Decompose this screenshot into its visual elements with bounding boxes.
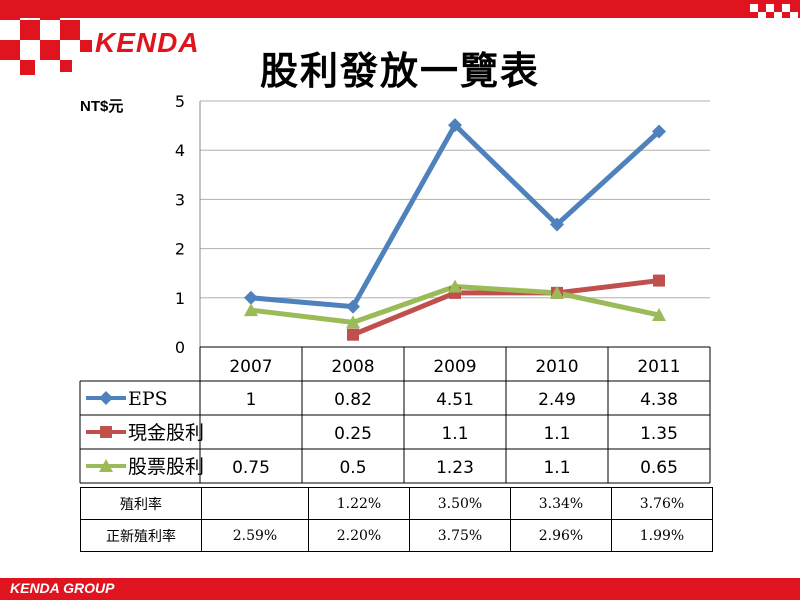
series-line [352, 278, 660, 338]
top-right-pattern [740, 0, 800, 22]
data-point [244, 290, 258, 305]
data-point [347, 328, 359, 341]
legend-marker [100, 426, 112, 438]
legend-label: 股票股利 [128, 456, 204, 478]
y-tick-label: 5 [175, 92, 185, 111]
data-point [652, 308, 666, 322]
category-label: 2010 [535, 357, 578, 377]
category-label: 2007 [229, 357, 272, 377]
yield-table: 殖利率 1.22% 3.50% 3.34% 3.76% 正新殖利率 2.59% … [80, 487, 713, 552]
yield-cell: 1.22% [308, 487, 410, 520]
table-value: 1.23 [436, 458, 474, 478]
category-label: 2008 [331, 357, 374, 377]
page-title: 股利發放一覽表 [259, 48, 540, 93]
y-tick-label: 4 [175, 141, 185, 160]
yield-cell: 3.34% [510, 487, 612, 520]
table-value: 4.38 [640, 390, 678, 410]
legend-label: EPS [128, 388, 168, 410]
y-tick-label: 0 [175, 338, 185, 357]
table-value: 1 [246, 390, 257, 410]
data-point [550, 285, 564, 299]
table-value: 0.5 [339, 458, 366, 478]
row-label-kenda-yield: 正新殖利率 [80, 519, 202, 552]
table-value: 0.65 [640, 458, 678, 478]
data-point [653, 274, 665, 287]
series-lines [250, 122, 661, 338]
table-value: 1.1 [543, 424, 570, 444]
data-point [448, 279, 462, 293]
kenda-logo: KENDA [95, 27, 200, 58]
y-tick-labels: 0 1 2 3 4 5 [175, 92, 185, 357]
y-tick-label: 3 [175, 190, 185, 209]
table-value: 1.1 [543, 458, 570, 478]
table-value: 1.35 [640, 424, 678, 444]
top-red-bar [0, 0, 800, 18]
series-markers [244, 118, 666, 341]
data-point [550, 217, 564, 232]
yield-cell: 2.20% [308, 519, 410, 552]
y-tick-label: 2 [175, 240, 185, 259]
table-value: 0.75 [232, 458, 270, 478]
table-row: 正新殖利率 2.59% 2.20% 3.75% 2.96% 1.99% [80, 519, 713, 552]
data-table-values: 1 0.82 4.51 2.49 4.38 0.25 1.1 1.1 1.35 0.75 0.5 1.… [232, 390, 678, 478]
data-point [346, 299, 360, 314]
checker-pattern [0, 0, 95, 75]
data-point [652, 124, 666, 139]
legend-label: 現金股利 [128, 422, 204, 444]
table-value: 2.49 [538, 390, 576, 410]
yield-cell: 3.75% [409, 519, 511, 552]
data-point [244, 303, 258, 317]
data-point [346, 315, 360, 329]
yield-cell [201, 487, 309, 520]
yield-cell: 2.96% [510, 519, 612, 552]
table-row: 殖利率 1.22% 3.50% 3.34% 3.76% [80, 487, 713, 520]
legend-marker [99, 391, 113, 405]
legend-marker [99, 459, 113, 472]
data-table-grid [79, 346, 711, 484]
category-labels: 2007 2008 2009 2010 2011 [229, 357, 680, 377]
table-value: 0.25 [334, 424, 372, 444]
category-label: 2009 [433, 357, 476, 377]
footer-group-text: KENDA GROUP [10, 580, 115, 596]
table-value: 0.82 [334, 390, 372, 410]
data-point [448, 118, 462, 133]
table-value: 1.1 [441, 424, 468, 444]
yield-cell: 3.50% [409, 487, 511, 520]
row-label-yield: 殖利率 [80, 487, 202, 520]
yield-cell: 3.76% [611, 487, 713, 520]
yield-cell: 1.99% [611, 519, 713, 552]
yield-cell: 2.59% [201, 519, 309, 552]
series-line [250, 122, 661, 310]
y-tick-label: 1 [175, 289, 185, 308]
bottom-red-bar [0, 578, 800, 600]
table-value: 4.51 [436, 390, 474, 410]
category-label: 2011 [637, 357, 680, 377]
y-axis-label: NT$元 [80, 98, 124, 115]
